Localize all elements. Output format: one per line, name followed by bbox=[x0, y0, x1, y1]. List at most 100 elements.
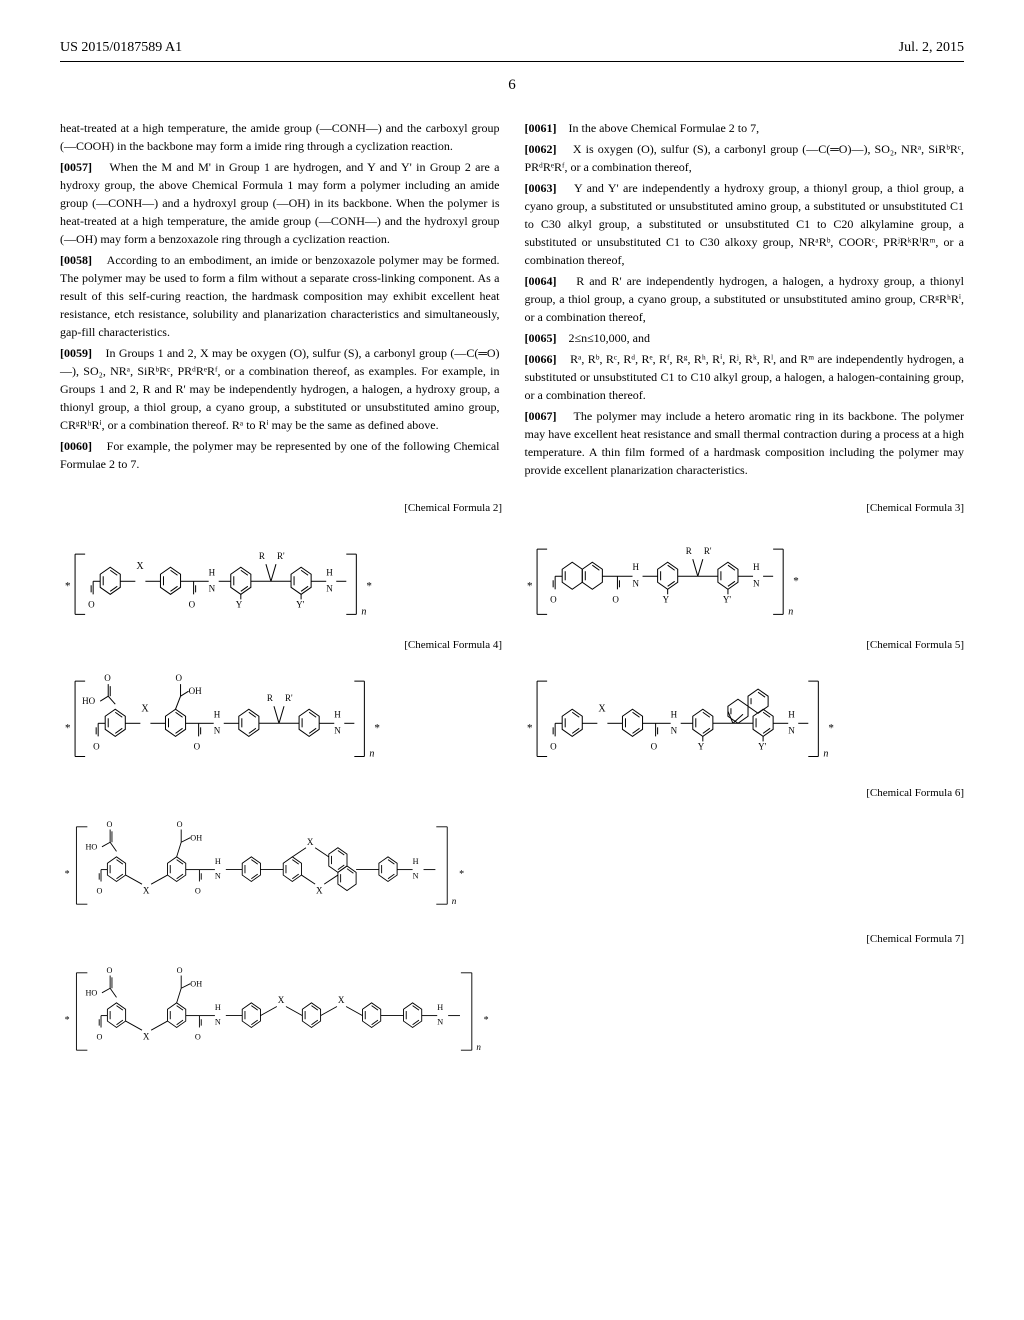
formula-section: [Chemical Formula 2] * O bbox=[60, 502, 964, 1065]
svg-text:R: R bbox=[267, 694, 274, 704]
svg-text:Y': Y' bbox=[296, 599, 305, 609]
svg-text:X: X bbox=[143, 1032, 150, 1042]
formula-3: [Chemical Formula 3] * O bbox=[522, 502, 964, 624]
svg-text:H: H bbox=[753, 562, 760, 572]
svg-text:N: N bbox=[326, 583, 333, 593]
svg-text:O: O bbox=[194, 742, 201, 752]
svg-text:n: n bbox=[369, 749, 374, 760]
svg-text:N: N bbox=[334, 726, 341, 736]
formula-row-1: [Chemical Formula 2] * O bbox=[60, 502, 964, 624]
svg-text:O: O bbox=[177, 820, 183, 829]
formula-6-svg: * HO O O X bbox=[60, 804, 880, 913]
svg-text:N: N bbox=[215, 1018, 221, 1027]
svg-text:R: R bbox=[259, 551, 266, 561]
formula-2-svg: * O X bbox=[60, 519, 502, 619]
para-num-61: [0061] bbox=[525, 121, 557, 135]
svg-text:O: O bbox=[88, 599, 95, 609]
svg-text:Y': Y' bbox=[723, 594, 732, 604]
svg-text:H: H bbox=[788, 710, 795, 720]
svg-text:OH: OH bbox=[189, 687, 203, 697]
svg-text:*: * bbox=[65, 869, 70, 880]
svg-text:R': R' bbox=[285, 694, 293, 704]
para-num-65: [0065] bbox=[525, 331, 557, 345]
formula-6-label: [Chemical Formula 6] bbox=[60, 787, 964, 799]
para-64: [0064] R and R' are independently hydrog… bbox=[525, 272, 965, 326]
formula-7-svg: * H O O O X bbox=[60, 950, 880, 1059]
svg-text:X: X bbox=[598, 704, 606, 715]
svg-text:X: X bbox=[143, 885, 150, 895]
para-65: [0065] 2≤n≤10,000, and bbox=[525, 329, 965, 347]
svg-text:N: N bbox=[214, 726, 221, 736]
svg-text:H: H bbox=[437, 1003, 443, 1012]
svg-text:N: N bbox=[209, 583, 216, 593]
para-num-60: [0060] bbox=[60, 439, 92, 453]
svg-text:O: O bbox=[195, 1033, 201, 1042]
svg-text:n: n bbox=[452, 896, 457, 906]
text-columns: heat-treated at a high temperature, the … bbox=[60, 119, 964, 482]
svg-text:N: N bbox=[633, 578, 640, 588]
svg-text:*: * bbox=[527, 580, 533, 592]
svg-text:R': R' bbox=[704, 546, 712, 556]
svg-text:O: O bbox=[195, 886, 201, 895]
para-61: [0061] In the above Chemical Formulae 2 … bbox=[525, 119, 965, 137]
svg-text:Y: Y bbox=[663, 594, 670, 604]
svg-text:Y': Y' bbox=[758, 742, 767, 752]
svg-text:R: R bbox=[686, 546, 693, 556]
svg-text:O: O bbox=[550, 594, 557, 604]
svg-text:N: N bbox=[413, 872, 419, 881]
svg-text:HO: HO bbox=[86, 843, 98, 852]
svg-text:O: O bbox=[176, 674, 183, 684]
svg-text:N: N bbox=[215, 872, 221, 881]
svg-text:X: X bbox=[141, 704, 149, 715]
para-56-cont: heat-treated at a high temperature, the … bbox=[60, 119, 500, 155]
svg-text:n: n bbox=[823, 749, 828, 760]
svg-text:N: N bbox=[788, 726, 795, 736]
svg-text:H: H bbox=[209, 567, 216, 577]
svg-text:X: X bbox=[278, 995, 285, 1005]
svg-text:H: H bbox=[214, 710, 221, 720]
svg-text:O: O bbox=[189, 599, 196, 609]
svg-text:O: O bbox=[651, 742, 658, 752]
formula-4: [Chemical Formula 4] * HO O bbox=[60, 639, 502, 772]
para-58: [0058] According to an embodiment, an im… bbox=[60, 251, 500, 341]
svg-text:Y: Y bbox=[236, 599, 243, 609]
svg-text:O: O bbox=[104, 674, 111, 684]
svg-text:*: * bbox=[484, 1015, 489, 1026]
formula-5: [Chemical Formula 5] * O bbox=[522, 639, 964, 772]
svg-text:H: H bbox=[334, 710, 341, 720]
svg-text:H: H bbox=[633, 562, 640, 572]
svg-text:H: H bbox=[215, 857, 221, 866]
right-column: [0061] In the above Chemical Formulae 2 … bbox=[525, 119, 965, 482]
para-num-59: [0059] bbox=[60, 346, 92, 360]
para-num-57: [0057] bbox=[60, 160, 92, 174]
para-60: [0060] For example, the polymer may be r… bbox=[60, 437, 500, 473]
para-63: [0063] Y and Y' are independently a hydr… bbox=[525, 179, 965, 269]
svg-text:O: O bbox=[106, 966, 112, 975]
svg-text:O: O bbox=[612, 594, 619, 604]
svg-text:OH: OH bbox=[190, 980, 202, 989]
svg-text:*: * bbox=[459, 869, 464, 880]
svg-text:O: O bbox=[550, 742, 557, 752]
para-num-63: [0063] bbox=[525, 181, 557, 195]
svg-text:H: H bbox=[671, 710, 678, 720]
formula-5-label: [Chemical Formula 5] bbox=[522, 639, 964, 651]
svg-text:*: * bbox=[793, 575, 799, 587]
svg-text:R': R' bbox=[277, 551, 285, 561]
svg-text:*: * bbox=[65, 580, 71, 592]
svg-text:OH: OH bbox=[190, 833, 202, 842]
formula-row-2: [Chemical Formula 4] * H O O bbox=[60, 639, 964, 772]
para-num-66: [0066] bbox=[525, 352, 557, 366]
svg-text:H: H bbox=[326, 567, 333, 577]
formula-7-label: [Chemical Formula 7] bbox=[60, 933, 964, 945]
para-67: [0067] The polymer may include a hetero … bbox=[525, 407, 965, 479]
formula-2-label: [Chemical Formula 2] bbox=[60, 502, 502, 514]
svg-text:*: * bbox=[527, 723, 533, 735]
para-num-64: [0064] bbox=[525, 274, 557, 288]
svg-text:O: O bbox=[96, 1033, 102, 1042]
page-header: US 2015/0187589 A1 Jul. 2, 2015 bbox=[60, 40, 964, 56]
header-divider bbox=[60, 61, 964, 62]
svg-text:H: H bbox=[413, 857, 419, 866]
svg-text:n: n bbox=[476, 1042, 481, 1052]
formula-4-label: [Chemical Formula 4] bbox=[60, 639, 502, 651]
page-number: 6 bbox=[60, 77, 964, 94]
